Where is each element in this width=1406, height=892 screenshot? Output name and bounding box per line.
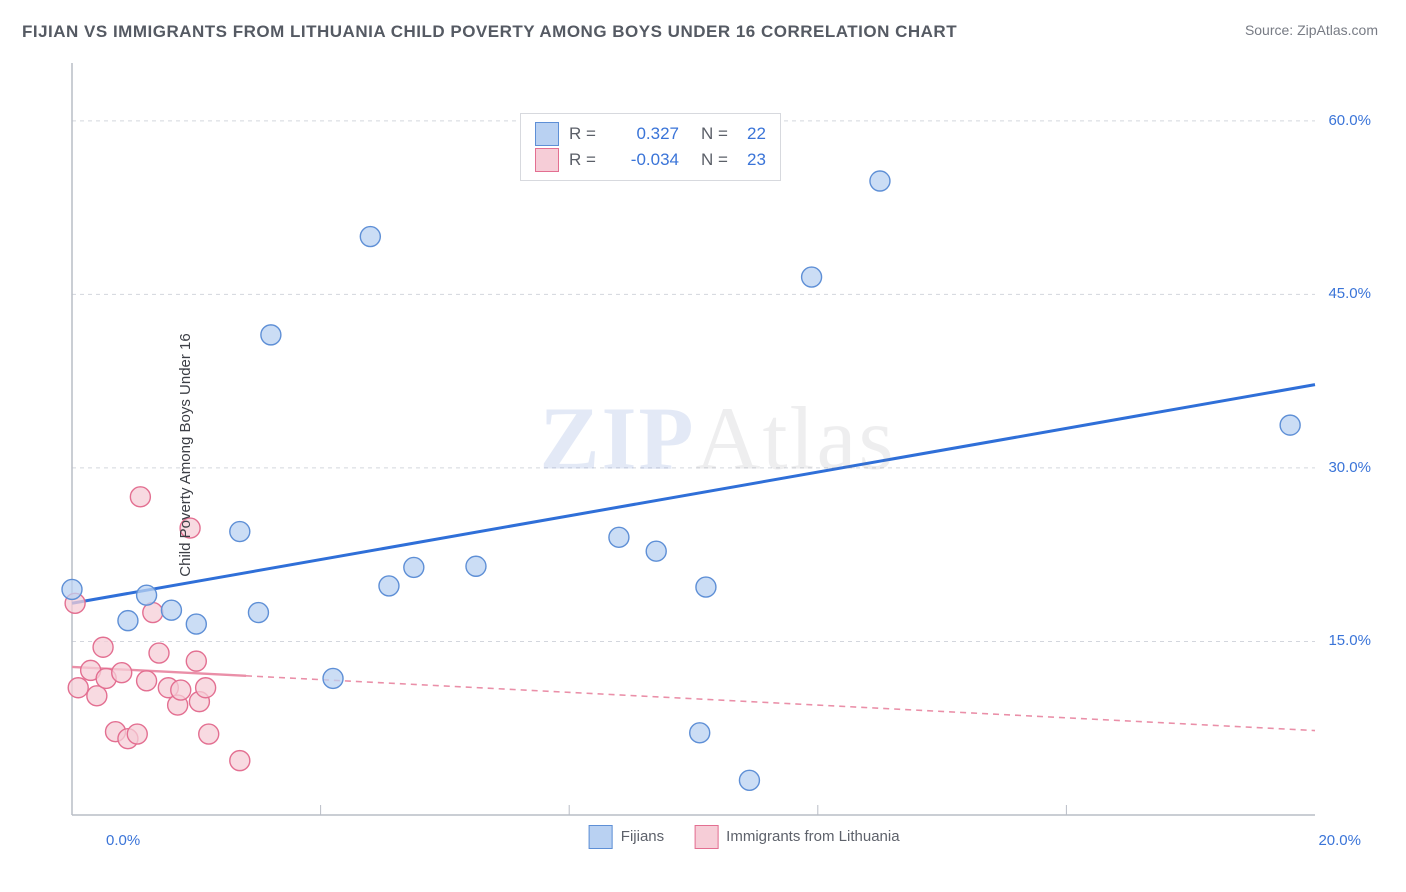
n-label: N = <box>701 124 737 144</box>
legend-item-lithuania: Immigrants from Lithuania <box>694 825 899 849</box>
y-axis-label: Child Poverty Among Boys Under 16 <box>177 333 194 576</box>
r-value-fijians: 0.327 <box>615 124 679 144</box>
stats-row-lithuania: R = -0.034 N = 23 <box>535 148 766 172</box>
swatch-fijians <box>535 122 559 146</box>
x-axis-min-label: 0.0% <box>106 832 140 849</box>
n-value-lithuania: 23 <box>747 150 766 170</box>
n-value-fijians: 22 <box>747 124 766 144</box>
r-label: R = <box>569 124 605 144</box>
source-label: Source: ZipAtlas.com <box>1245 22 1378 38</box>
swatch-lithuania <box>535 148 559 172</box>
swatch-fijians-icon <box>589 825 613 849</box>
y-tick-label: 60.0% <box>1328 112 1371 129</box>
stats-legend: R = 0.327 N = 22 R = -0.034 N = 23 <box>520 113 781 181</box>
series-legend: Fijians Immigrants from Lithuania <box>589 825 900 849</box>
swatch-lithuania-icon <box>694 825 718 849</box>
legend-item-fijians: Fijians <box>589 825 664 849</box>
y-tick-label: 30.0% <box>1328 459 1371 476</box>
r-value-lithuania: -0.034 <box>615 150 679 170</box>
legend-label-fijians: Fijians <box>621 828 664 845</box>
n-label: N = <box>701 150 737 170</box>
stats-row-fijians: R = 0.327 N = 22 <box>535 122 766 146</box>
y-tick-label: 45.0% <box>1328 285 1371 302</box>
legend-label-lithuania: Immigrants from Lithuania <box>726 828 899 845</box>
chart-title: FIJIAN VS IMMIGRANTS FROM LITHUANIA CHIL… <box>22 22 957 42</box>
y-tick-label: 15.0% <box>1328 632 1371 649</box>
plot-area: Child Poverty Among Boys Under 16 ZIPAtl… <box>50 55 1385 855</box>
x-axis-max-label: 20.0% <box>1318 832 1361 849</box>
r-label: R = <box>569 150 605 170</box>
